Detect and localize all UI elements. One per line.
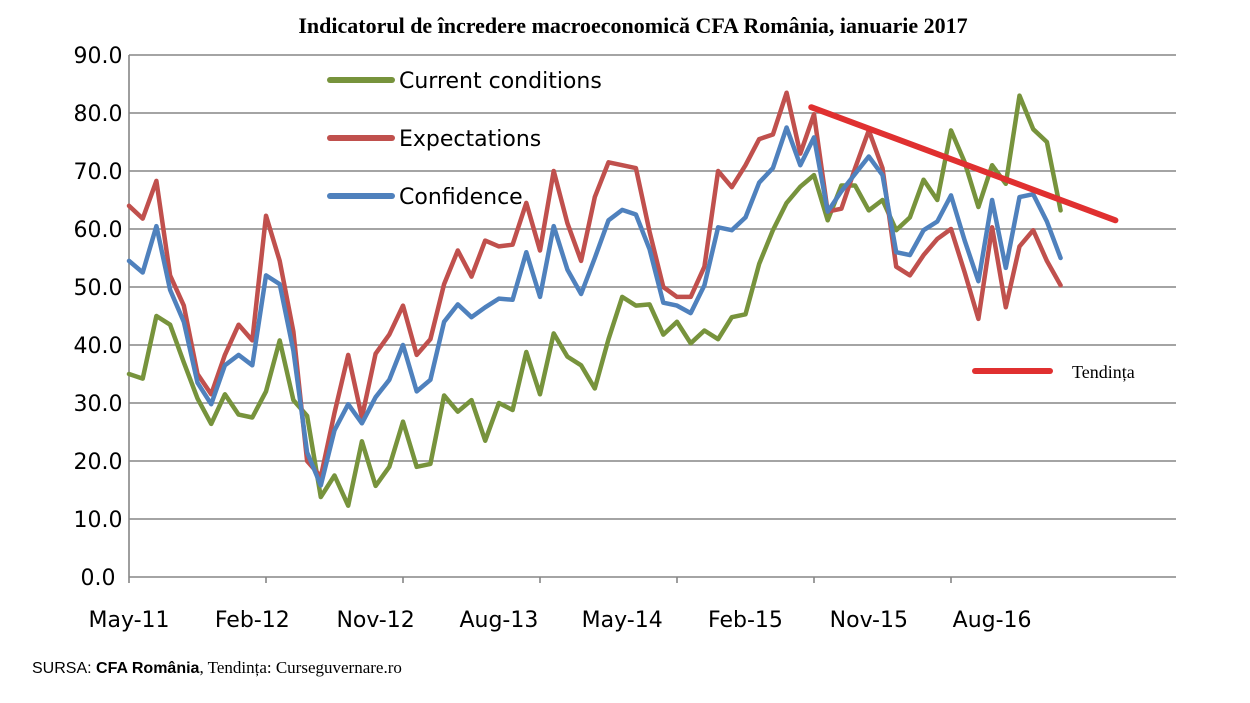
y-tick-label: 70.0 xyxy=(74,160,123,185)
series-lines xyxy=(126,90,1063,508)
gridlines xyxy=(129,54,1176,520)
x-tick-label: May-11 xyxy=(88,608,169,633)
y-tick-label: 60.0 xyxy=(74,218,123,243)
x-tick-label: Feb-12 xyxy=(215,608,290,633)
x-tick-label: Feb-15 xyxy=(708,608,783,633)
y-tick-label: 90.0 xyxy=(74,44,123,69)
legend-label-confidence: Confidence xyxy=(399,185,523,210)
axes: 0.0 10.0 20.0 30.0 40.0 50.0 60.0 70.0 80.0 90.0 M… xyxy=(74,44,1176,633)
y-tick-label: 20.0 xyxy=(74,450,123,475)
y-tick-label: 30.0 xyxy=(74,392,123,417)
legend-label-trend: Tendința xyxy=(1072,362,1135,382)
legend-label-expectations: Expectations xyxy=(399,127,541,152)
source-note: SURSA: CFA România, Tendința: Curseguver… xyxy=(32,658,402,678)
trend-line xyxy=(808,104,1119,224)
x-tick-label: Nov-15 xyxy=(830,608,908,633)
chart-title: Indicatorul de încredere macroeconomică … xyxy=(298,13,967,38)
x-tick-label: May-14 xyxy=(582,608,663,633)
y-tick-label: 80.0 xyxy=(74,102,123,127)
series-line-confidence xyxy=(126,125,1063,488)
y-tick-label: 40.0 xyxy=(74,334,123,359)
x-tick-label: Aug-16 xyxy=(953,608,1032,633)
x-tick-label: Nov-12 xyxy=(336,608,414,633)
source-prefix: SURSA: xyxy=(32,660,97,677)
source-trend-credit: Tendința: Curseguvernare.ro xyxy=(207,658,402,677)
y-tick-label: 10.0 xyxy=(74,508,123,533)
legend-label-current-conditions: Current conditions xyxy=(399,69,602,94)
source-org: CFA România xyxy=(96,660,200,677)
x-tick-label: Aug-13 xyxy=(459,608,538,633)
y-tick-label: 0.0 xyxy=(81,566,116,591)
source-separator: , xyxy=(199,658,208,677)
y-tick-label: 50.0 xyxy=(74,276,123,301)
trend-line-group xyxy=(808,104,1119,224)
series-line-expectations xyxy=(126,90,1063,479)
series-line-current-conditions xyxy=(126,93,1063,508)
legend: Current conditions Expectations Confidence… xyxy=(327,69,1135,382)
